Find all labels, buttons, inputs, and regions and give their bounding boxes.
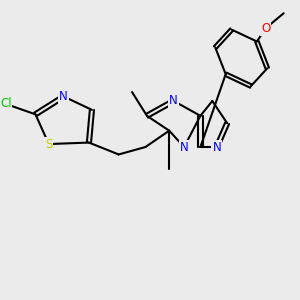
Text: N: N (59, 90, 68, 103)
Text: N: N (180, 140, 188, 154)
Text: S: S (45, 138, 52, 151)
Text: O: O (261, 22, 270, 34)
Text: N: N (212, 140, 221, 154)
Text: N: N (169, 94, 178, 107)
Text: Cl: Cl (0, 98, 11, 110)
